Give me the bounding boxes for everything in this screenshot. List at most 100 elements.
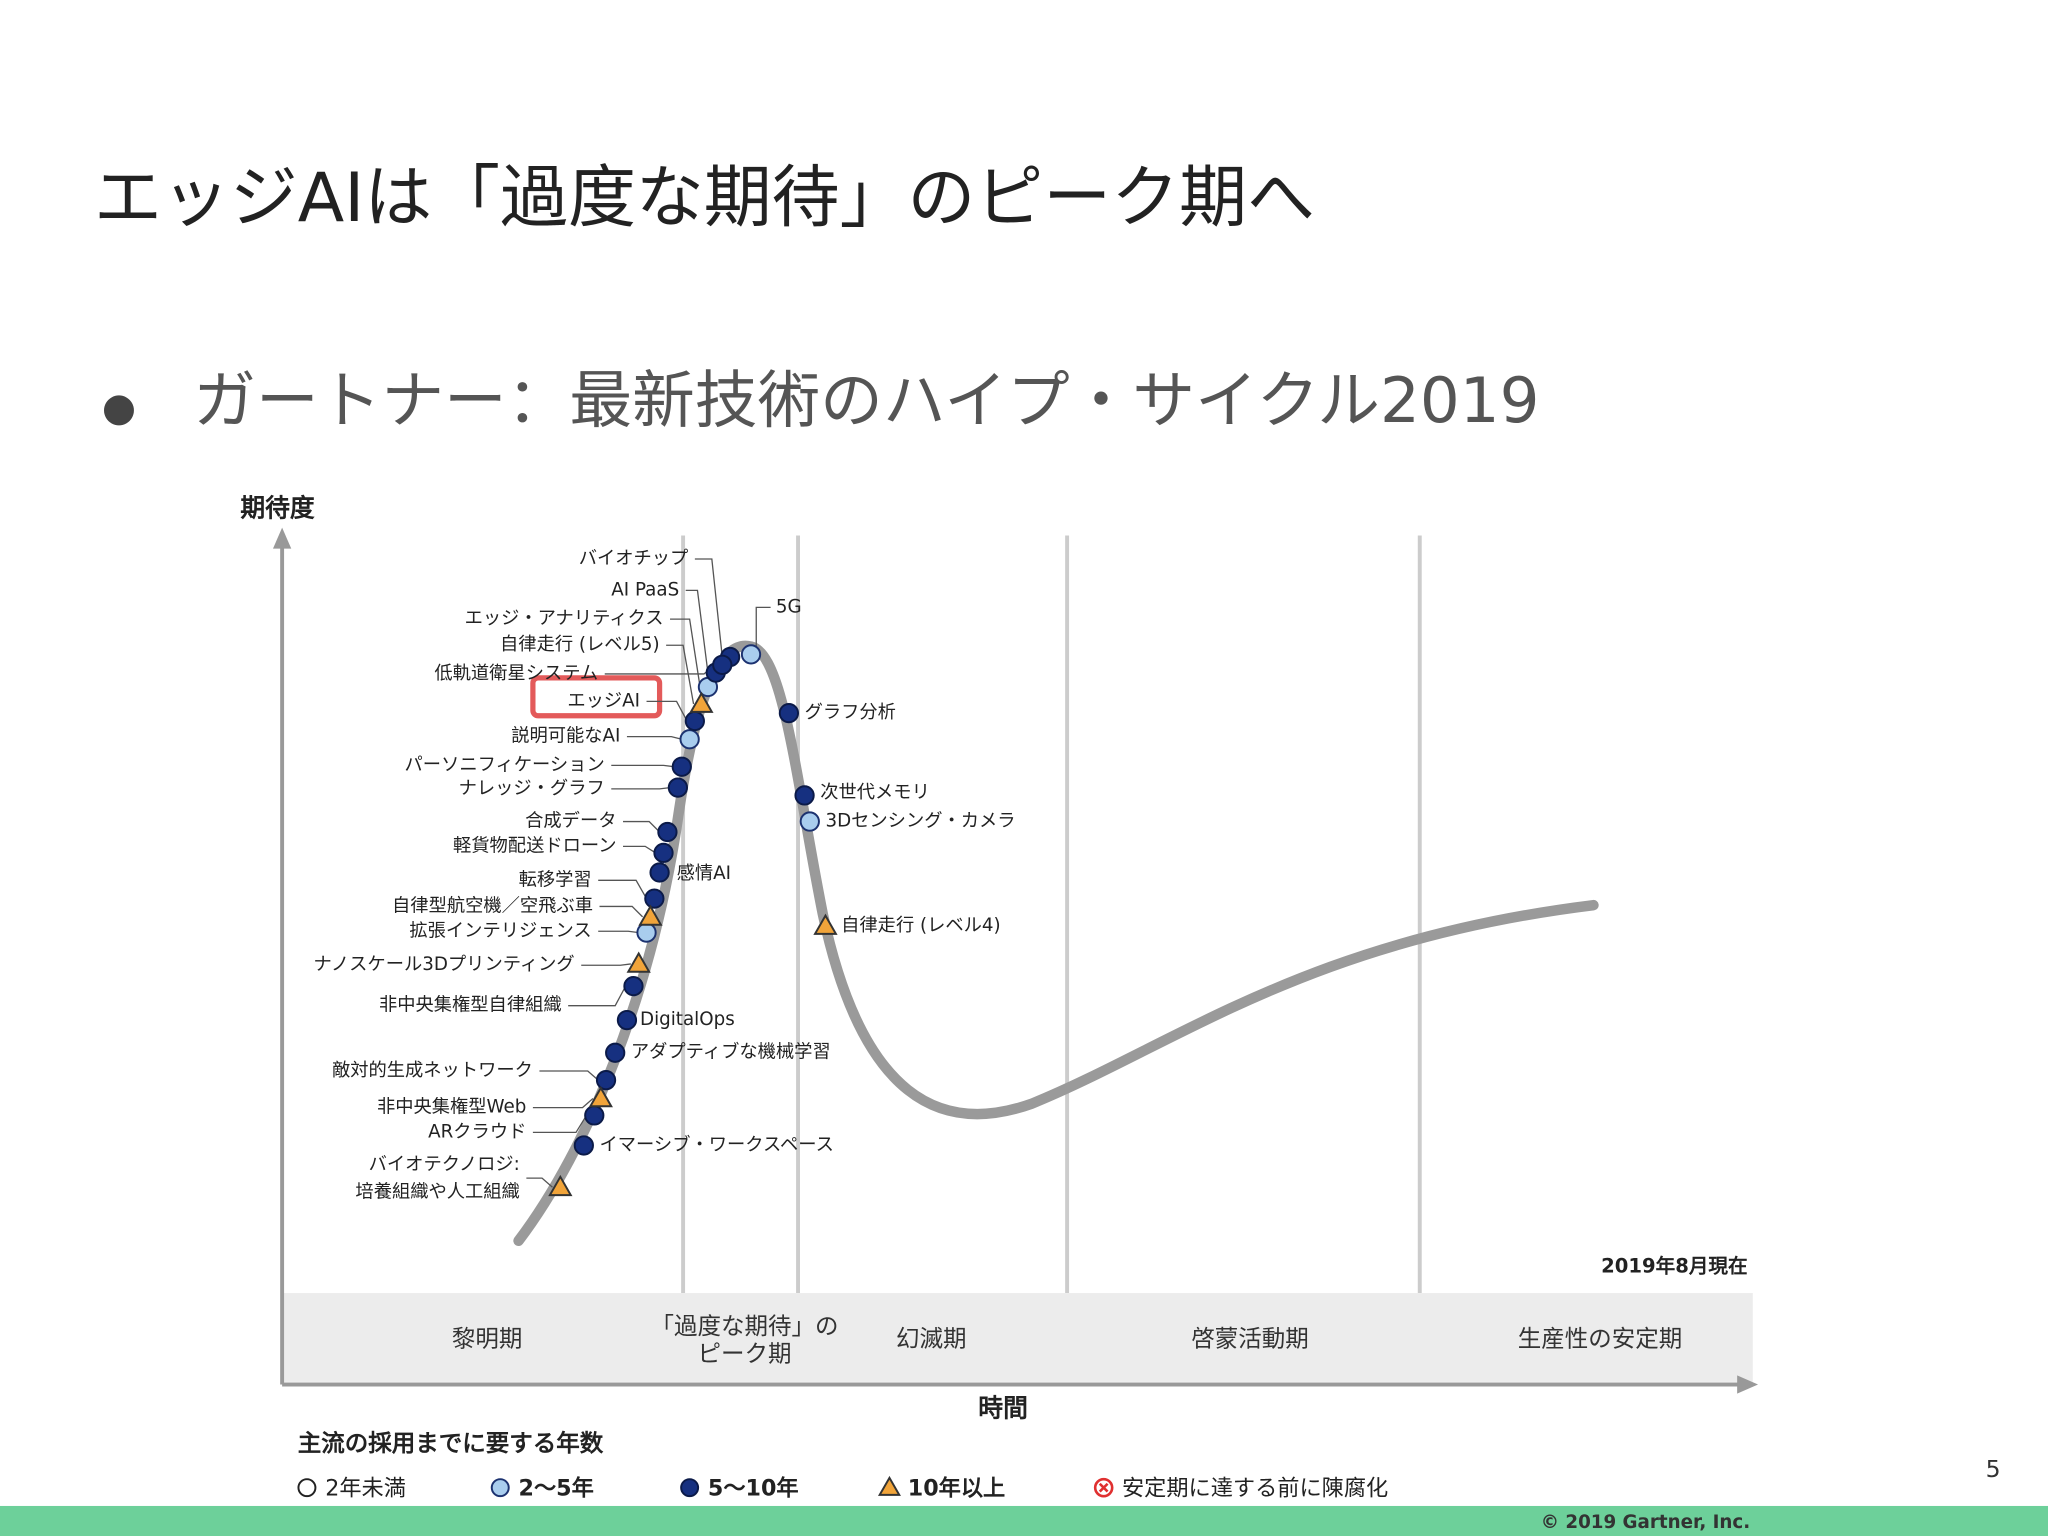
y-axis-label: 期待度	[240, 493, 315, 522]
technology-label: ナノスケール3Dプリンティング	[314, 954, 575, 975]
circle-marker	[636, 922, 657, 943]
phases: 黎明期 「過度な期待」のピーク期 幻滅期 啓蒙活動期 生産性の安定期	[452, 1312, 1682, 1367]
slide-title: エッジAIは「過度な期待」のピーク期へ	[94, 159, 1315, 238]
phase-separators	[681, 535, 1422, 1294]
circle-marker	[799, 811, 820, 832]
footer-bar	[0, 1505, 2048, 1536]
circle-marker	[616, 1009, 638, 1031]
technology-label: 拡張インテリジェンス	[409, 920, 591, 941]
technology-label: バイオテクノロジ: 培養組織や人工組織	[355, 1154, 519, 1202]
technology-label: 低軌道衛星システム	[434, 663, 598, 684]
technology-label: DigitalOps	[640, 1009, 735, 1030]
legend: 2年未満 2～5年 5～10年 10年以上 安定期に達する前に陳腐化	[297, 1474, 1388, 1501]
leader-line	[670, 618, 701, 688]
leader-line	[532, 1115, 588, 1134]
dots	[548, 644, 838, 1197]
circle-marker	[679, 729, 700, 750]
circle-marker	[653, 842, 674, 864]
leader-line	[526, 1177, 553, 1188]
technology-label: イマーシブ・ワークスペース	[600, 1133, 834, 1155]
bullet-dot: ●	[102, 386, 136, 431]
circle-marker	[490, 1478, 510, 1498]
technology-label: ARクラウド	[428, 1121, 526, 1142]
leader-line	[646, 700, 688, 722]
circle-marker	[778, 703, 800, 724]
technology-label: 軽貨物配送ドローン	[453, 835, 616, 856]
circle-marker	[712, 654, 733, 675]
leader-line	[623, 845, 657, 854]
leader-line	[598, 879, 648, 899]
technology-label: 転移学習	[519, 869, 592, 890]
technology-label: ナレッジ・グラフ	[459, 778, 605, 799]
technology-label: 敵対的生成ネットワーク	[332, 1060, 533, 1081]
technology-label: 自律走行 (レベル5)	[500, 634, 660, 655]
circle-marker	[671, 756, 692, 777]
phase-label: 生産性の安定期	[1518, 1325, 1683, 1353]
cross	[1098, 1482, 1109, 1493]
leader-line	[581, 963, 631, 966]
triangle-marker	[638, 904, 663, 926]
circle-marker	[649, 862, 670, 883]
leader-line	[611, 764, 675, 768]
technology-label: 5G	[776, 596, 802, 617]
technology-label: 非中央集権型自律組織	[379, 995, 562, 1016]
circle-marker	[595, 1070, 617, 1091]
technology-label: 次世代メモリ	[820, 782, 930, 803]
technology-label: 非中央集権型Web	[377, 1097, 526, 1118]
circle-marker	[623, 976, 644, 997]
triangle-marker	[689, 691, 714, 713]
phase-label: 啓蒙活動期	[1191, 1325, 1309, 1353]
triangle-marker	[813, 913, 838, 935]
legend-label: 2～5年	[519, 1474, 594, 1501]
technology-label: AI PaaS	[611, 579, 679, 600]
leader-line	[694, 558, 723, 658]
phase-label-line: ピーク期	[697, 1339, 791, 1367]
page-number: 5	[1986, 1455, 2001, 1483]
phase-label-line: 「過度な期待」の	[650, 1312, 838, 1340]
phase-label: 幻滅期	[896, 1325, 967, 1353]
technology-label-line: バイオテクノロジ:	[369, 1154, 520, 1175]
x-axis-label: 時間	[978, 1393, 1028, 1422]
technology-label: 3Dセンシング・カメラ	[825, 811, 1015, 832]
x-arrow	[1737, 1375, 1759, 1394]
technology-label: エッジAI	[567, 690, 640, 711]
circle-marker	[605, 1042, 626, 1063]
copyright: © 2019 Gartner, Inc.	[1541, 1512, 1750, 1533]
phase-band	[282, 1293, 1753, 1382]
leader-line	[539, 1070, 599, 1081]
leader-line	[599, 905, 644, 918]
circle-marker	[644, 888, 665, 909]
circle-marker	[584, 1105, 605, 1126]
legend-label: 安定期に達する前に陳腐化	[1122, 1475, 1388, 1501]
circle-marker	[573, 1135, 594, 1156]
triangle-marker	[877, 1475, 901, 1496]
legend-label: 2年未満	[325, 1475, 406, 1501]
legend-label: 5～10年	[708, 1474, 799, 1501]
leader-lines	[526, 558, 771, 1188]
circle-marker	[680, 1478, 700, 1498]
technology-label: バイオチップ	[579, 548, 689, 569]
phase-label: 「過度な期待」のピーク期	[650, 1312, 838, 1367]
technology-label: パーソニフィケーション	[405, 754, 605, 775]
highlight-box	[530, 675, 663, 719]
circle-marker	[297, 1478, 317, 1498]
bullet-text: ガートナー：最新技術のハイプ・サイクル2019	[193, 364, 1539, 437]
circle-marker	[684, 710, 705, 732]
leader-line	[623, 820, 661, 833]
leader-line	[598, 930, 639, 934]
as-of-note: 2019年8月現在	[1601, 1254, 1747, 1277]
leader-line	[685, 589, 709, 673]
leader-line	[755, 606, 771, 647]
technology-label: 感情AI	[677, 863, 731, 884]
technology-label-line: 培養組織や人工組織	[355, 1181, 519, 1202]
circle-marker	[794, 785, 815, 806]
technology-label: 説明可能なAI	[511, 726, 620, 747]
technology-label: エッジ・アナリティクス	[465, 608, 664, 629]
circle-marker	[657, 821, 678, 843]
triangle-marker	[588, 1086, 613, 1108]
technology-label: アダプティブな機械学習	[631, 1041, 831, 1063]
technology-label: 自律型航空機／空飛ぶ車	[392, 895, 593, 916]
